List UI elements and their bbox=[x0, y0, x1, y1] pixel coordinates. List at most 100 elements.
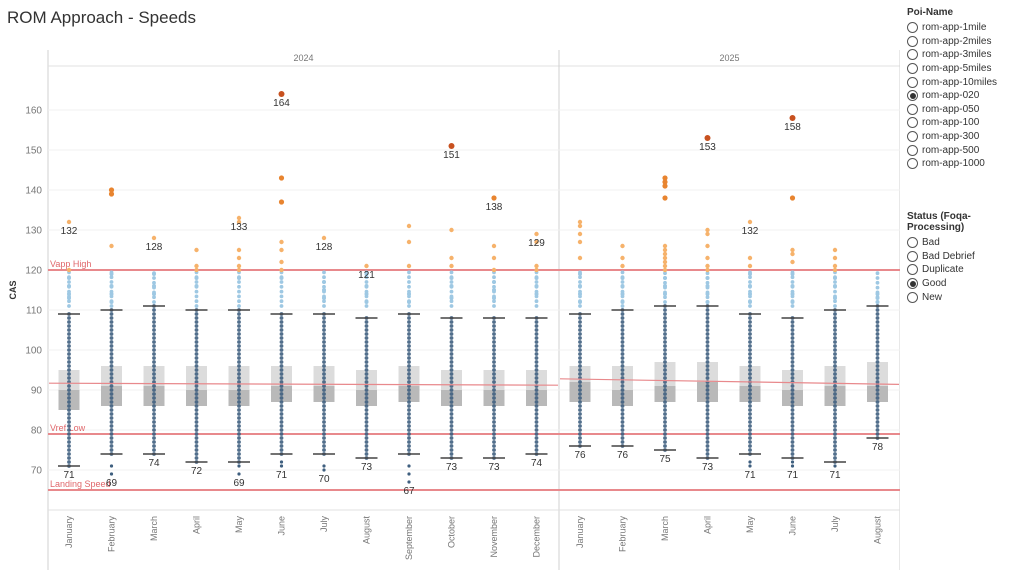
legend-item-new[interactable]: New bbox=[907, 290, 1022, 304]
data-point bbox=[279, 328, 284, 332]
legend-item-rom-app-3miles[interactable]: rom-app-3miles bbox=[907, 48, 1022, 62]
legend-item-rom-app-2miles[interactable]: rom-app-2miles bbox=[907, 35, 1022, 49]
data-point bbox=[790, 340, 795, 344]
data-point bbox=[748, 360, 752, 364]
radio-button-icon[interactable] bbox=[907, 291, 918, 303]
status-legend-title: Status (Foqa-Processing) bbox=[907, 211, 971, 233]
data-point bbox=[790, 376, 795, 380]
radio-button-icon[interactable] bbox=[907, 144, 918, 156]
data-point bbox=[663, 428, 667, 432]
data-point bbox=[492, 388, 496, 392]
data-point bbox=[663, 408, 667, 412]
data-point bbox=[67, 440, 71, 444]
legend-item-rom-app-050[interactable]: rom-app-050 bbox=[907, 103, 1022, 117]
data-point bbox=[620, 340, 625, 344]
x-tick-label: March bbox=[660, 516, 670, 541]
data-point bbox=[748, 376, 752, 380]
data-point bbox=[109, 304, 114, 308]
data-point bbox=[67, 388, 71, 392]
data-point bbox=[194, 356, 199, 360]
data-point bbox=[705, 388, 710, 392]
data-point bbox=[364, 440, 369, 444]
outlier-point bbox=[577, 239, 583, 245]
legend-item-rom-app-10miles[interactable]: rom-app-10miles bbox=[907, 75, 1022, 89]
radio-button-icon[interactable] bbox=[907, 117, 918, 129]
radio-button-icon[interactable] bbox=[907, 237, 918, 249]
data-point bbox=[833, 344, 837, 348]
outlier-point bbox=[448, 143, 455, 149]
data-point bbox=[237, 384, 241, 388]
radio-button-icon[interactable] bbox=[907, 22, 918, 34]
data-point bbox=[237, 344, 241, 348]
data-point bbox=[152, 432, 156, 436]
legend-item-rom-app-500[interactable]: rom-app-500 bbox=[907, 143, 1022, 157]
data-point bbox=[578, 392, 582, 396]
legend-item-label: rom-app-1mile bbox=[922, 22, 987, 34]
legend-item-rom-app-020[interactable]: rom-app-020 bbox=[907, 89, 1022, 103]
y-tick-label: 90 bbox=[31, 386, 43, 397]
outlier-point bbox=[833, 276, 837, 280]
data-point bbox=[620, 384, 625, 388]
legend-item-rom-app-5miles[interactable]: rom-app-5miles bbox=[907, 62, 1022, 76]
data-point bbox=[279, 320, 284, 324]
data-point bbox=[237, 299, 241, 304]
radio-button-icon[interactable] bbox=[907, 264, 918, 276]
radio-button-icon[interactable] bbox=[907, 131, 918, 143]
data-point bbox=[449, 299, 454, 304]
data-point bbox=[578, 432, 582, 436]
data-point bbox=[152, 308, 156, 312]
outlier-point bbox=[705, 231, 710, 237]
data-point bbox=[279, 332, 284, 336]
legend-item-rom-app-100[interactable]: rom-app-100 bbox=[907, 116, 1022, 130]
legend-item-duplicate[interactable]: Duplicate bbox=[907, 263, 1022, 277]
legend-item-bad-debrief[interactable]: Bad Debrief bbox=[907, 250, 1022, 264]
data-point bbox=[109, 328, 114, 332]
data-point bbox=[407, 400, 411, 404]
outlier-point bbox=[620, 284, 625, 288]
radio-button-icon[interactable] bbox=[907, 49, 918, 61]
min-value-label: 71 bbox=[829, 470, 841, 481]
radio-button-icon[interactable] bbox=[907, 76, 918, 88]
data-point bbox=[663, 316, 667, 320]
radio-button-icon[interactable] bbox=[907, 63, 918, 75]
radio-button-icon[interactable] bbox=[907, 278, 918, 290]
legend-item-good[interactable]: Good bbox=[907, 277, 1022, 291]
data-point bbox=[492, 448, 496, 452]
data-point bbox=[67, 332, 71, 336]
legend-item-rom-app-1mile[interactable]: rom-app-1mile bbox=[907, 21, 1022, 35]
data-point bbox=[449, 436, 454, 440]
data-point bbox=[705, 396, 710, 400]
data-point bbox=[833, 299, 837, 304]
data-point bbox=[534, 432, 539, 436]
data-point bbox=[875, 328, 880, 332]
data-point bbox=[705, 448, 710, 452]
outlier-point bbox=[407, 300, 411, 304]
data-point bbox=[663, 444, 667, 448]
data-point bbox=[705, 320, 710, 324]
outlier-point bbox=[194, 263, 199, 269]
data-point bbox=[279, 404, 284, 408]
box-upper bbox=[739, 366, 761, 386]
data-point bbox=[109, 408, 114, 412]
radio-button-icon[interactable] bbox=[907, 158, 918, 170]
data-point bbox=[875, 356, 880, 360]
legend-item-bad[interactable]: Bad bbox=[907, 236, 1022, 250]
data-point bbox=[67, 416, 71, 420]
radio-button-icon[interactable] bbox=[907, 250, 918, 262]
data-point bbox=[833, 436, 837, 440]
data-point bbox=[237, 284, 241, 289]
radio-button-icon[interactable] bbox=[907, 35, 918, 47]
data-point bbox=[875, 271, 880, 276]
data-point bbox=[534, 448, 539, 452]
data-point bbox=[364, 304, 369, 308]
legend-item-rom-app-300[interactable]: rom-app-300 bbox=[907, 130, 1022, 144]
legend-item-rom-app-1000[interactable]: rom-app-1000 bbox=[907, 157, 1022, 171]
data-point bbox=[194, 392, 199, 396]
radio-button-icon[interactable] bbox=[907, 90, 918, 102]
data-point bbox=[67, 456, 71, 460]
data-point bbox=[790, 440, 795, 444]
data-point bbox=[705, 368, 710, 372]
data-point bbox=[875, 380, 880, 384]
radio-button-icon[interactable] bbox=[907, 103, 918, 115]
data-point bbox=[322, 404, 326, 408]
